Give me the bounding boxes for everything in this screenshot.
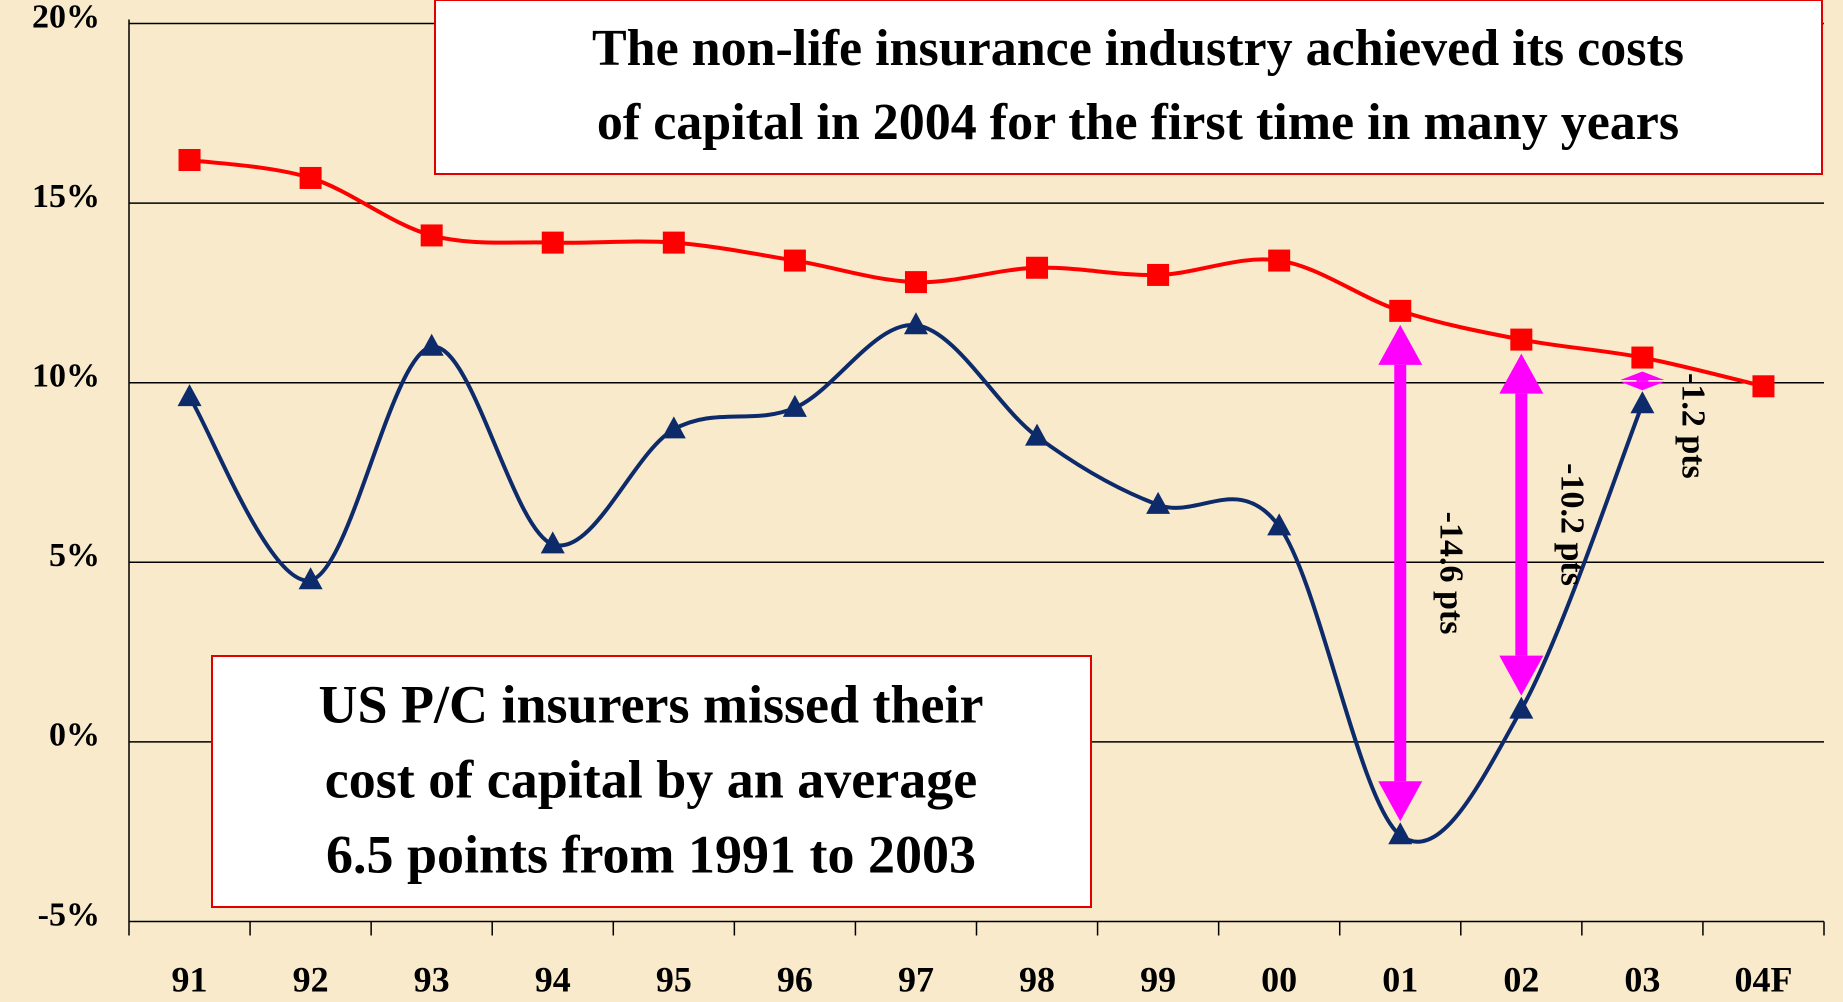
marker: [662, 231, 685, 254]
marker: [1631, 346, 1654, 369]
x-tick-label: 00: [1261, 959, 1297, 999]
x-tick-label: 93: [414, 959, 450, 999]
annotation-text: cost of capital by an average: [325, 749, 977, 809]
y-tick-label: 5%: [49, 537, 100, 574]
y-tick-label: 20%: [32, 0, 100, 35]
x-tick-label: 91: [172, 959, 208, 999]
marker: [1509, 696, 1534, 719]
x-tick-label: 97: [898, 959, 934, 999]
annotation-text: US P/C insurers missed their: [318, 674, 983, 734]
gap-arrow-head: [1378, 324, 1423, 365]
x-tick-label: 94: [535, 959, 571, 999]
marker: [178, 148, 201, 171]
gap-arrow-head: [1378, 781, 1423, 822]
marker: [782, 394, 807, 417]
gap-label: -14.6 pts: [1432, 512, 1469, 635]
x-tick-label: 95: [656, 959, 692, 999]
x-tick-label: 01: [1382, 959, 1418, 999]
marker: [420, 224, 443, 247]
gap-arrow-head: [1499, 353, 1544, 394]
marker: [1388, 822, 1413, 845]
gap-label: -1.2 pts: [1675, 373, 1712, 479]
marker: [1752, 375, 1775, 398]
x-tick-label: 98: [1019, 959, 1055, 999]
marker: [1146, 491, 1171, 514]
x-tick-label: 04F: [1734, 959, 1792, 999]
marker: [298, 567, 323, 590]
annotation-text: The non-life insurance industry achieved…: [592, 20, 1684, 77]
gap-arrow-head: [1499, 655, 1544, 696]
y-tick-label: -5%: [38, 896, 100, 933]
x-tick-label: 03: [1624, 959, 1660, 999]
marker: [783, 249, 806, 272]
gap-arrow-head: [1620, 371, 1665, 381]
x-tick-label: 02: [1503, 959, 1539, 999]
marker: [661, 416, 686, 439]
marker: [1268, 249, 1291, 272]
x-tick-label: 96: [777, 959, 813, 999]
marker: [1267, 513, 1292, 536]
marker: [1025, 423, 1050, 446]
marker: [1510, 328, 1533, 351]
marker: [903, 312, 928, 335]
marker: [1026, 256, 1049, 279]
y-tick-label: 10%: [32, 357, 100, 394]
marker: [540, 531, 565, 554]
marker: [541, 231, 564, 254]
annotation-text: of capital in 2004 for the first time in…: [597, 94, 1679, 151]
annotation-box: [211, 655, 1092, 908]
x-tick-label: 92: [293, 959, 329, 999]
y-tick-label: 15%: [32, 178, 100, 215]
y-tick-label: 0%: [49, 717, 100, 754]
marker: [299, 166, 322, 189]
marker: [1630, 391, 1655, 414]
x-tick-label: 99: [1140, 959, 1176, 999]
annotation-text: 6.5 points from 1991 to 2003: [326, 824, 976, 884]
marker: [1389, 299, 1412, 322]
marker: [904, 271, 927, 294]
marker: [177, 384, 202, 407]
marker: [419, 333, 444, 356]
marker: [1147, 263, 1170, 286]
series-line: [189, 158, 1764, 389]
gap-arrow-head: [1620, 381, 1665, 391]
gap-label: -10.2 pts: [1554, 463, 1591, 586]
annotation-box: [434, 0, 1823, 175]
